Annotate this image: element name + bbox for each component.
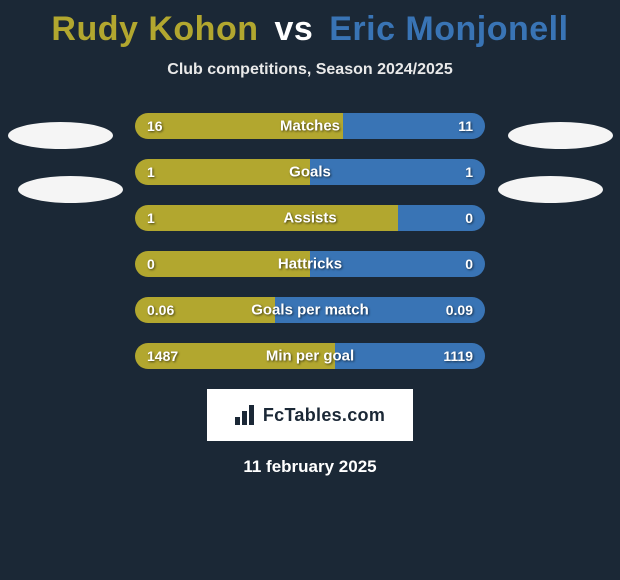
stat-label: Goals <box>289 164 331 181</box>
player-photo-placeholder <box>8 122 113 149</box>
player1-name: Rudy Kohon <box>51 10 258 48</box>
player-photo-placeholder <box>498 176 603 203</box>
player-photo-placeholder <box>508 122 613 149</box>
stat-row: Goals per match 0.06 0.09 <box>135 297 485 323</box>
stat-value-left: 0.06 <box>147 302 174 318</box>
stat-value-left: 1487 <box>147 348 178 364</box>
date-text: 11 february 2025 <box>0 457 620 477</box>
subtitle: Club competitions, Season 2024/2025 <box>0 61 620 79</box>
stat-row: Matches 16 11 <box>135 113 485 139</box>
logo-bar <box>235 417 240 425</box>
stat-label: Hattricks <box>278 256 342 273</box>
stat-value-right: 0 <box>465 210 473 226</box>
comparison-title: Rudy Kohon vs Eric Monjonell <box>0 0 620 49</box>
fctables-logo-text: FcTables.com <box>263 405 385 426</box>
stat-row: Assists 1 0 <box>135 205 485 231</box>
stat-label: Matches <box>280 118 340 135</box>
player-photo-placeholder <box>18 176 123 203</box>
stat-label: Min per goal <box>266 348 354 365</box>
vs-text: vs <box>274 10 313 48</box>
logo-bar <box>249 405 254 425</box>
stat-value-right: 1119 <box>443 348 473 364</box>
stat-value-right: 0 <box>465 256 473 272</box>
stat-row: Goals 1 1 <box>135 159 485 185</box>
stat-bar-right <box>310 159 485 185</box>
stat-value-left: 1 <box>147 210 155 226</box>
stat-row: Hattricks 0 0 <box>135 251 485 277</box>
stat-value-left: 1 <box>147 164 155 180</box>
stat-rows-container: Matches1611Goals11Assists10Hattricks00Go… <box>0 113 620 369</box>
stat-value-left: 0 <box>147 256 155 272</box>
fctables-logo: FcTables.com <box>207 389 413 441</box>
stat-bar-left <box>135 159 310 185</box>
logo-bar <box>242 411 247 425</box>
stat-label: Assists <box>283 210 336 227</box>
stat-value-left: 16 <box>147 118 163 134</box>
player2-name: Eric Monjonell <box>329 10 568 48</box>
stat-value-right: 1 <box>465 164 473 180</box>
stat-value-right: 0.09 <box>446 302 473 318</box>
barchart-icon <box>235 405 259 425</box>
stat-row: Min per goal 1487 1119 <box>135 343 485 369</box>
stat-bar-left <box>135 205 398 231</box>
stat-value-right: 11 <box>458 118 473 134</box>
stat-label: Goals per match <box>251 302 369 319</box>
